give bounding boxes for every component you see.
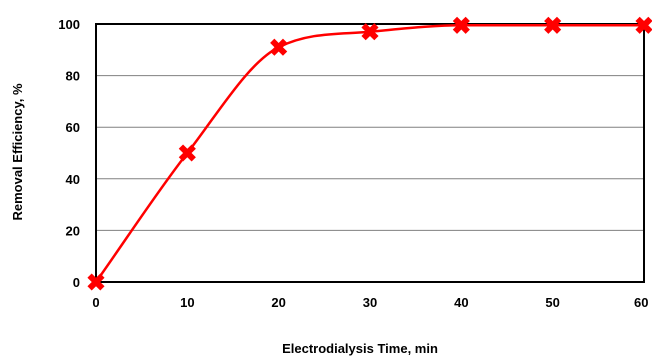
- series-group: [94, 24, 644, 283]
- data-point-0-5: [544, 16, 562, 34]
- x-tick-label-2: 20: [271, 295, 285, 310]
- y-axis-ticks: 0 20 40 60 80 100: [58, 17, 80, 290]
- gridlines: [96, 75, 644, 231]
- y-tick-label-0: 0: [73, 275, 80, 290]
- data-point-0-4: [452, 16, 470, 34]
- x-tick-label-5: 50: [545, 295, 559, 310]
- x-tick-label-4: 40: [454, 295, 468, 310]
- y-tick-label-3: 60: [66, 120, 80, 135]
- data-point-0-3: [361, 23, 379, 41]
- x-tick-label-3: 30: [363, 295, 377, 310]
- data-point-0-0: [87, 273, 105, 291]
- data-point-0-1: [178, 144, 196, 162]
- x-tick-label-0: 0: [92, 295, 99, 310]
- y-tick-label-2: 40: [66, 172, 80, 187]
- plot-area-frame: [95, 23, 645, 283]
- y-tick-label-5: 100: [58, 17, 80, 32]
- series-line-0: [94, 24, 644, 283]
- y-tick-label-4: 80: [66, 69, 80, 84]
- markers-group: [87, 16, 652, 291]
- data-point-0-2: [270, 38, 288, 56]
- x-axis-ticks: 0 10 20 30 40 50 60: [92, 295, 648, 310]
- x-axis-title: Electrodialysis Time, min: [282, 341, 438, 356]
- y-tick-label-1: 20: [66, 223, 80, 238]
- y-axis-title: Removal Efficiency, %: [10, 83, 25, 220]
- x-tick-label-1: 10: [180, 295, 194, 310]
- x-tick-label-6: 60: [634, 295, 648, 310]
